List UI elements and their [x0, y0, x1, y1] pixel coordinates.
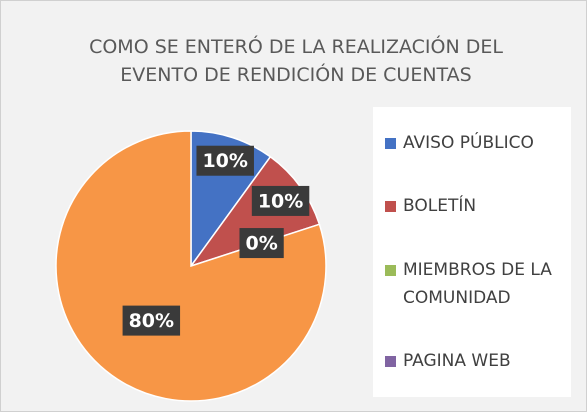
data-label-box	[196, 145, 254, 176]
legend-item: AVISO PÚBLICO	[373, 129, 571, 157]
legend-swatch	[385, 201, 396, 213]
chart-title: COMO SE ENTERÓ DE LA REALIZACIÓN DEL EVE…	[89, 36, 503, 86]
data-label-box	[122, 305, 181, 336]
data-label-text: 10%	[202, 150, 247, 172]
legend-label: MIEMBROS DE LA COMUNIDAD	[403, 259, 552, 308]
legend-item: PAGINA WEB	[373, 347, 571, 375]
legend-label: AVISO PÚBLICO	[403, 132, 534, 153]
data-label-box	[239, 228, 284, 259]
data-label-box	[251, 185, 310, 216]
legend-swatch	[385, 264, 396, 276]
data-label-text: 10%	[258, 190, 303, 212]
data-label-text: 0%	[245, 233, 277, 255]
legend: AVISO PÚBLICO BOLETÍN MIEMBROS DE LA COMUN…	[373, 107, 571, 397]
legend-label: PAGINA WEB	[403, 351, 511, 372]
legend-swatch	[385, 137, 396, 149]
legend-swatch	[385, 356, 396, 368]
data-label-text: 80%	[129, 310, 174, 332]
data-label: 10%	[196, 145, 254, 176]
data-label: 0%	[239, 228, 284, 259]
legend-label: BOLETÍN	[403, 196, 477, 217]
legend-item: BOLETÍN	[373, 192, 571, 220]
data-label: 10%	[251, 185, 310, 216]
legend-item: MIEMBROS DE LA COMUNIDAD	[373, 256, 571, 312]
data-label: 80%	[122, 305, 181, 336]
